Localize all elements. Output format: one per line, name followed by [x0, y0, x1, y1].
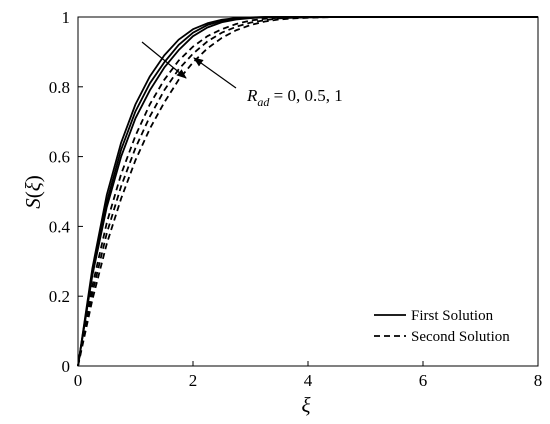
x-tick-label: 2: [189, 371, 198, 390]
annotation-arrow-dashed: [193, 57, 237, 89]
y-tick-label: 0.6: [49, 148, 70, 167]
legend-label-first: First Solution: [411, 308, 494, 324]
y-axis-ticks: 0 0.2 0.4 0.6 0.8 1: [49, 8, 83, 376]
y-tick-label: 0.4: [49, 217, 71, 236]
x-tick-label: 0: [74, 371, 83, 390]
series-layer: [77, 16, 538, 367]
x-axis-label: ξ: [302, 393, 311, 417]
series-line-dashed-1: [77, 16, 538, 367]
legend-label-second: Second Solution: [411, 329, 510, 345]
x-axis-ticks: 0 2 4 6 8: [74, 361, 543, 390]
x-tick-label: 8: [534, 371, 543, 390]
y-tick-label: 0: [62, 357, 71, 376]
x-tick-label: 6: [419, 371, 428, 390]
y-tick-label: 0.2: [49, 287, 70, 306]
y-axis-label: S(ξ): [21, 175, 45, 209]
annotation-label: Rad = 0, 0.5, 1: [246, 86, 343, 109]
x-tick-label: 4: [304, 371, 313, 390]
y-tick-label: 1: [62, 8, 71, 27]
legend: First Solution Second Solution: [374, 308, 510, 345]
series-line-dashed-0_5: [77, 16, 538, 367]
y-tick-label: 0.8: [49, 78, 70, 97]
annotation-arrow-solid: [141, 41, 187, 79]
